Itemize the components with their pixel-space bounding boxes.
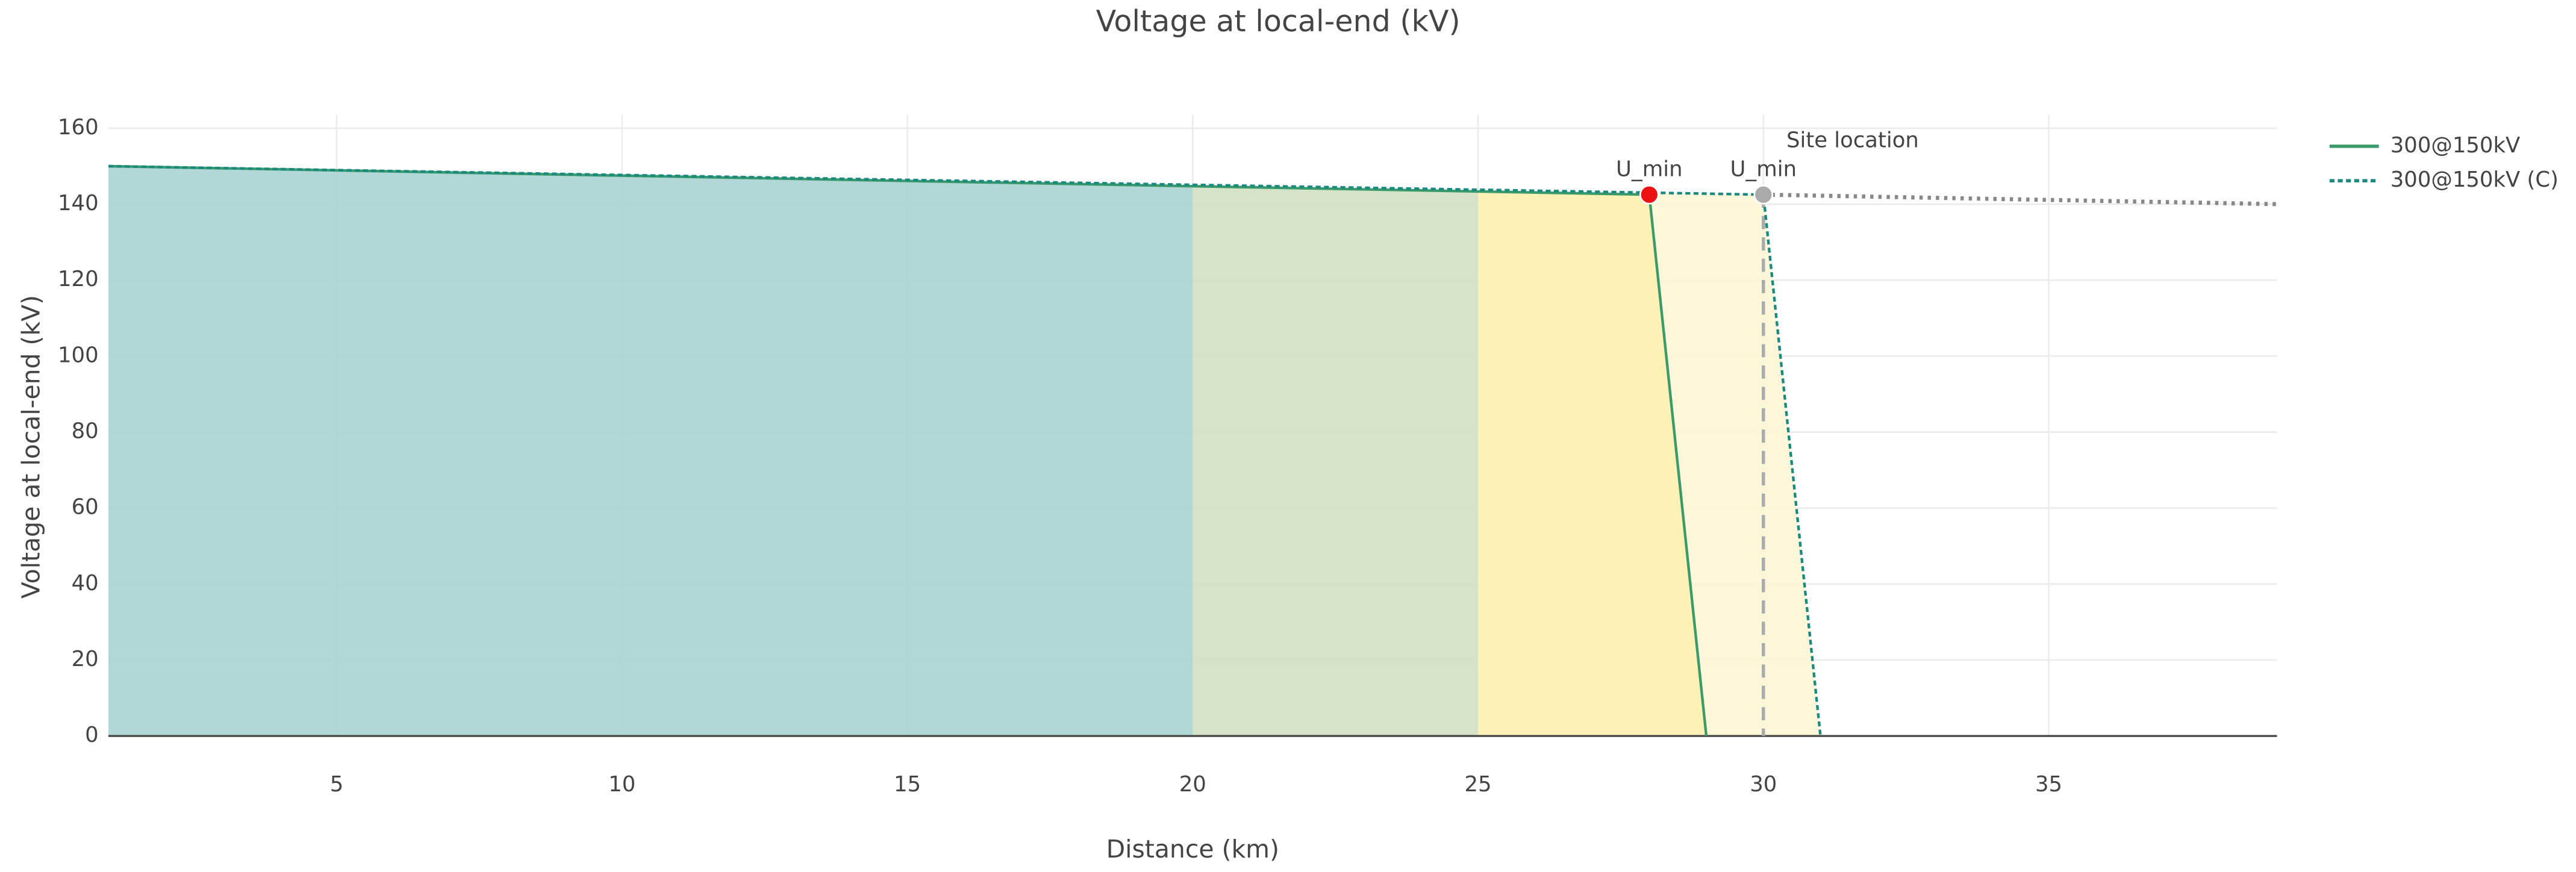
site-label: Site location [1786, 128, 1919, 153]
x-tick-label: 10 [608, 772, 635, 797]
y-tick-label: 0 [85, 723, 99, 747]
y-tick-label: 140 [58, 191, 99, 216]
legend-label: 300@150kV (C) [2390, 167, 2559, 192]
marker-label: U_min [1730, 157, 1797, 181]
y-tick-label: 100 [58, 343, 99, 367]
x-tick-label: 25 [1465, 772, 1492, 797]
fill-zone [108, 166, 1193, 737]
y-tick-label: 40 [72, 571, 99, 596]
marker-label: U_min [1616, 157, 1682, 181]
fill-zone [1478, 191, 1707, 737]
y-tick-label: 120 [58, 267, 99, 291]
y-tick-label: 160 [58, 115, 99, 140]
x-tick-label: 30 [1750, 772, 1777, 797]
y-tick-label: 80 [72, 419, 99, 443]
x-tick-label: 5 [330, 772, 344, 797]
x-axis-label: Distance (km) [1106, 835, 1279, 864]
marker [1639, 184, 1659, 205]
legend-label: 300@150kV [2390, 133, 2520, 158]
y-tick-label: 20 [72, 647, 99, 671]
y-axis-label: Voltage at local-end (kV) [17, 295, 46, 599]
x-tick-label: 20 [1179, 772, 1206, 797]
x-tick-label: 15 [894, 772, 921, 797]
x-tick-label: 35 [2035, 772, 2062, 797]
extension-line [1763, 192, 2277, 207]
y-tick-label: 60 [72, 495, 99, 520]
chart-title: Voltage at local-end (kV) [1096, 4, 1461, 39]
marker [1753, 184, 1774, 205]
fill-zone [1193, 186, 1479, 737]
